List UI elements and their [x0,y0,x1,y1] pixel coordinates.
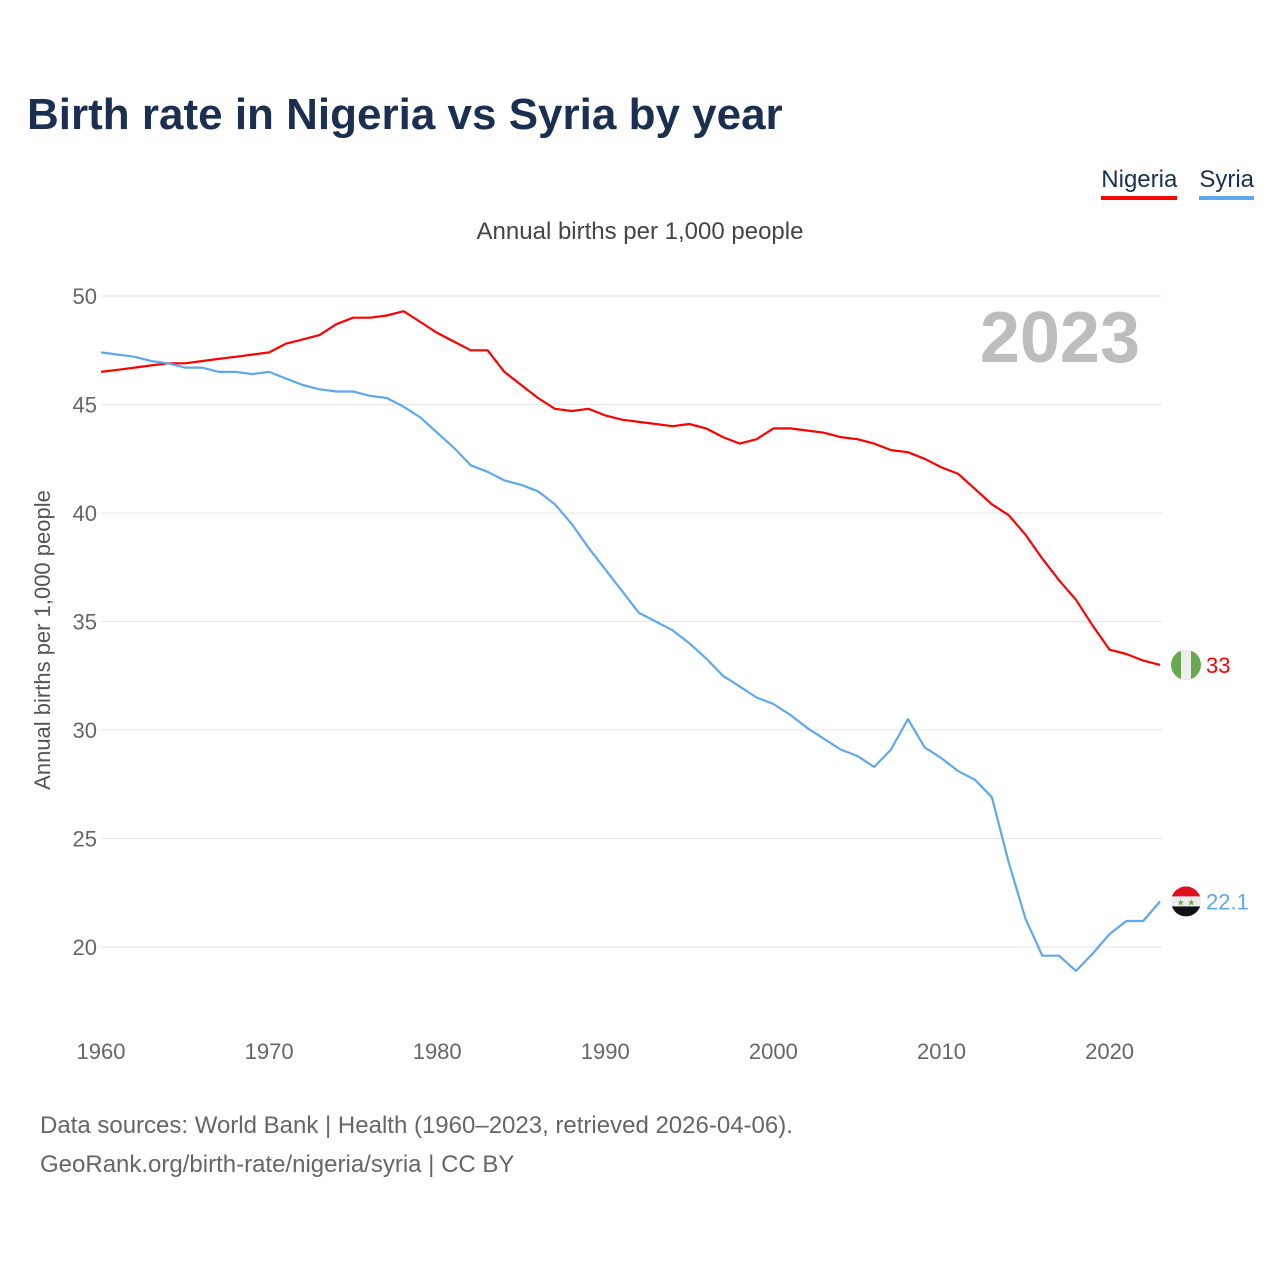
x-tick-label: 1990 [581,1039,630,1064]
y-tick-label: 30 [73,718,97,743]
chart-title: Birth rate in Nigeria vs Syria by year [27,90,783,139]
x-tick-label: 2010 [917,1039,966,1064]
year-watermark: 2023 [980,298,1140,378]
y-axis-label: Annual births per 1,000 people [30,490,55,790]
y-tick-label: 20 [73,935,97,960]
source-line: Data sources: World Bank | Health (1960–… [40,1112,793,1139]
legend: Nigeria Syria [1101,166,1254,200]
legend-item-nigeria[interactable]: Nigeria [1101,166,1178,200]
x-tick-label: 1980 [413,1039,462,1064]
y-tick-label: 40 [73,501,97,526]
end-value-label: 33 [1206,653,1230,678]
y-tick-label: 45 [73,393,97,418]
x-tick-label: 1960 [77,1039,126,1064]
x-tick-label: 2020 [1085,1039,1134,1064]
end-value-label: 22.1 [1206,889,1249,914]
nigeria-flag-icon [1171,649,1201,680]
y-tick-label: 35 [73,610,97,635]
svg-text:★ ★: ★ ★ [1177,897,1196,907]
series-line-syria[interactable] [100,351,1161,973]
y-tick-label: 25 [73,827,97,852]
y-tick-label: 50 [73,284,97,309]
x-tick-label: 2000 [749,1039,798,1064]
chart-subtitle: Annual births per 1,000 people [476,218,804,245]
series-line-nigeria[interactable] [100,310,1161,666]
source-note: Data sources: World Bank | Health (1960–… [40,1106,793,1184]
legend-item-syria[interactable]: Syria [1199,166,1254,200]
syria-flag-icon: ★ ★ [1171,886,1201,917]
source-link[interactable]: GeoRank.org/birth-rate/nigeria/syria | C… [40,1151,515,1178]
x-tick-label: 1970 [245,1039,294,1064]
